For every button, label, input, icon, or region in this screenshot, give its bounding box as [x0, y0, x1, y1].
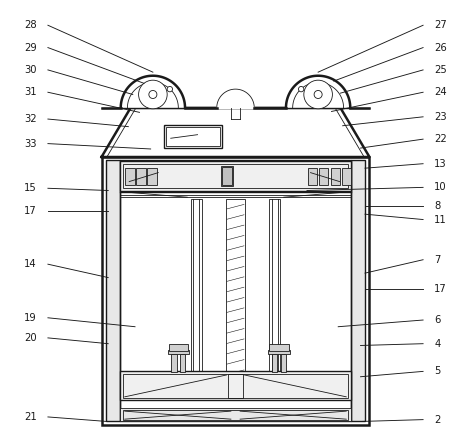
- Text: 27: 27: [434, 20, 447, 30]
- Text: 25: 25: [434, 65, 447, 75]
- Bar: [319, 168, 328, 185]
- Polygon shape: [121, 76, 185, 108]
- Circle shape: [149, 90, 157, 99]
- Bar: [272, 354, 277, 372]
- Text: 21: 21: [24, 412, 37, 422]
- Polygon shape: [217, 89, 254, 108]
- Text: 23: 23: [434, 112, 447, 122]
- Bar: [221, 166, 233, 186]
- Bar: [331, 168, 340, 185]
- Circle shape: [314, 90, 322, 99]
- Bar: [136, 168, 146, 185]
- Polygon shape: [102, 108, 369, 157]
- Text: 11: 11: [434, 215, 447, 224]
- Text: 29: 29: [24, 43, 37, 52]
- Text: 28: 28: [24, 20, 37, 30]
- Text: 20: 20: [24, 333, 37, 343]
- Bar: [122, 164, 349, 188]
- Text: 33: 33: [24, 138, 37, 149]
- Bar: [102, 157, 369, 425]
- Text: 8: 8: [434, 201, 440, 211]
- Text: 30: 30: [24, 65, 37, 75]
- Bar: [120, 371, 351, 401]
- Bar: [191, 198, 202, 385]
- Bar: [120, 408, 351, 422]
- Bar: [309, 168, 317, 185]
- Text: 19: 19: [24, 313, 37, 323]
- Text: 17: 17: [24, 207, 37, 216]
- Text: 7: 7: [434, 255, 440, 265]
- Circle shape: [299, 86, 304, 92]
- Circle shape: [304, 80, 333, 109]
- Text: 26: 26: [434, 43, 447, 52]
- Circle shape: [138, 80, 167, 109]
- Bar: [180, 354, 186, 372]
- Bar: [106, 160, 120, 422]
- Text: 22: 22: [434, 134, 447, 144]
- Bar: [106, 160, 120, 422]
- Text: 2: 2: [434, 414, 440, 425]
- Bar: [166, 127, 220, 146]
- Bar: [351, 160, 365, 422]
- Text: 32: 32: [24, 114, 37, 124]
- Bar: [228, 374, 243, 398]
- Text: 5: 5: [434, 366, 440, 376]
- Bar: [171, 354, 177, 372]
- Text: 14: 14: [24, 259, 37, 269]
- Bar: [342, 168, 351, 185]
- Text: 4: 4: [434, 339, 440, 349]
- Bar: [168, 350, 189, 354]
- Circle shape: [141, 94, 147, 100]
- Bar: [122, 374, 349, 398]
- Bar: [164, 125, 222, 148]
- Bar: [268, 350, 290, 354]
- Bar: [120, 160, 351, 422]
- Bar: [269, 198, 280, 385]
- Text: 24: 24: [434, 87, 447, 97]
- Bar: [222, 167, 232, 185]
- Text: 6: 6: [434, 315, 440, 325]
- Bar: [226, 198, 245, 385]
- Text: 15: 15: [24, 183, 37, 193]
- Bar: [169, 344, 188, 351]
- Text: 13: 13: [434, 159, 447, 169]
- Bar: [281, 354, 286, 372]
- Bar: [125, 168, 135, 185]
- Text: 17: 17: [434, 284, 447, 294]
- Bar: [120, 161, 351, 190]
- Circle shape: [167, 86, 172, 92]
- Bar: [269, 344, 289, 351]
- Bar: [351, 160, 365, 422]
- Circle shape: [324, 94, 330, 100]
- Polygon shape: [286, 76, 350, 108]
- Bar: [147, 168, 157, 185]
- Bar: [122, 410, 349, 420]
- Text: 10: 10: [434, 182, 447, 192]
- Text: 31: 31: [24, 87, 37, 97]
